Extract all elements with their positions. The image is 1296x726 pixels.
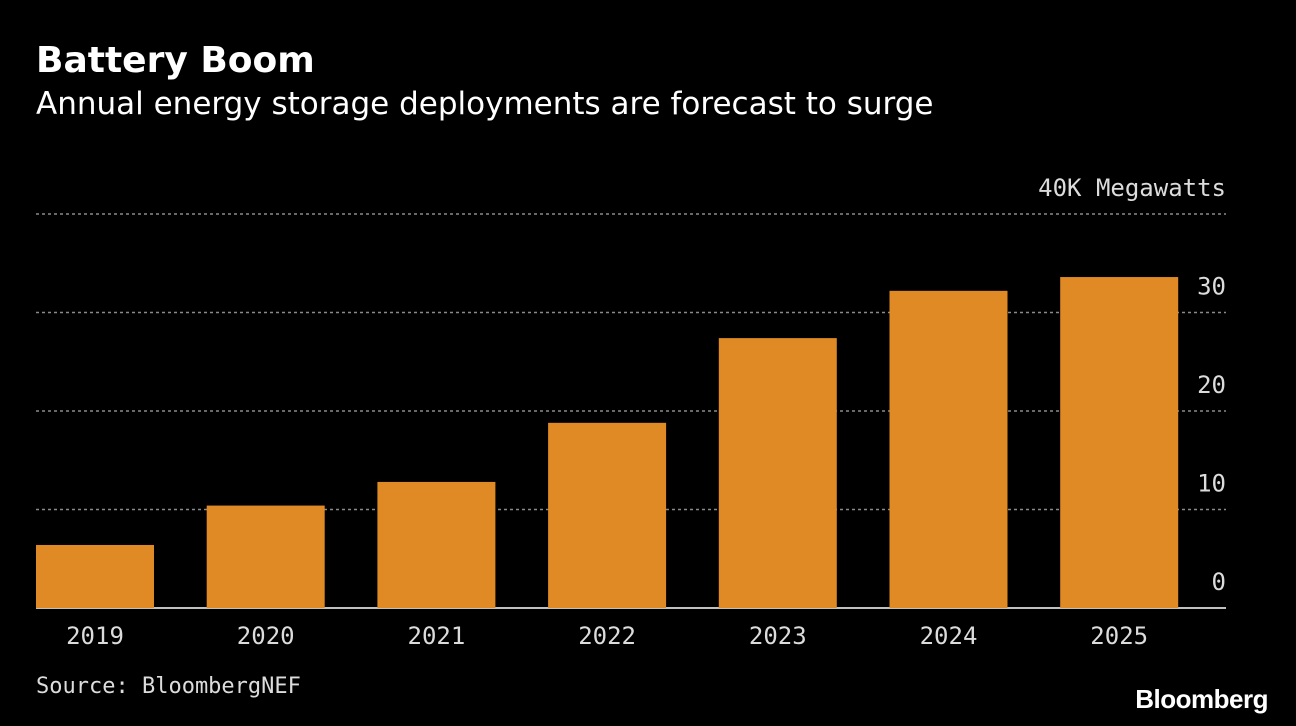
bar-2022 bbox=[548, 422, 667, 608]
x-tick-label: 2023 bbox=[749, 622, 807, 650]
bars bbox=[36, 277, 1179, 608]
x-tick-label: 2022 bbox=[578, 622, 636, 650]
bloomberg-logo: Bloomberg bbox=[1135, 684, 1268, 714]
bar-2021 bbox=[377, 481, 496, 608]
axis-labels: 0 10 20 30 40K Megawatts 2019 2020 2021 2022 2023… bbox=[66, 174, 1226, 650]
bar-2019 bbox=[36, 544, 154, 608]
y-tick-label: 10 bbox=[1197, 470, 1226, 498]
y-tick-label: 20 bbox=[1197, 371, 1226, 399]
bar-2025 bbox=[1060, 277, 1179, 608]
y-tick-label: 0 bbox=[1212, 568, 1226, 596]
chart-subtitle: Annual energy storage deployments are fo… bbox=[36, 86, 934, 122]
bar-2020 bbox=[206, 505, 325, 608]
x-tick-label: 2019 bbox=[66, 622, 124, 650]
x-tick-label: 2024 bbox=[920, 622, 978, 650]
y-unit-label: 40K Megawatts bbox=[1038, 174, 1226, 202]
source-note: Source: BloombergNEF bbox=[36, 674, 301, 699]
x-tick-label: 2020 bbox=[237, 622, 295, 650]
x-tick-label: 2025 bbox=[1090, 622, 1148, 650]
bar-2024 bbox=[889, 290, 1008, 608]
y-tick-label: 30 bbox=[1197, 273, 1226, 301]
x-tick-label: 2021 bbox=[408, 622, 466, 650]
bar-2023 bbox=[718, 338, 837, 608]
chart-title: Battery Boom bbox=[36, 40, 315, 81]
